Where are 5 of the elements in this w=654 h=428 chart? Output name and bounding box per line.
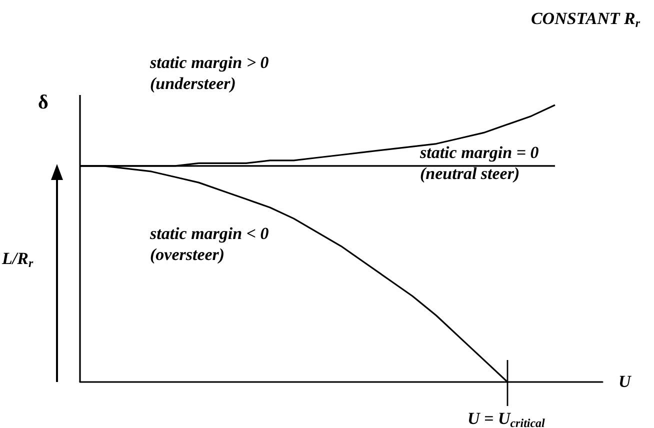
text: static margin > 0 (understeer) xyxy=(149,53,270,93)
annotation: static margin = 0 (neutral steer) xyxy=(419,142,540,183)
x-axis-title: U xyxy=(618,372,632,391)
annotation: static margin < 0 (oversteer) xyxy=(149,224,270,264)
y-axis-title: δ xyxy=(38,92,48,114)
